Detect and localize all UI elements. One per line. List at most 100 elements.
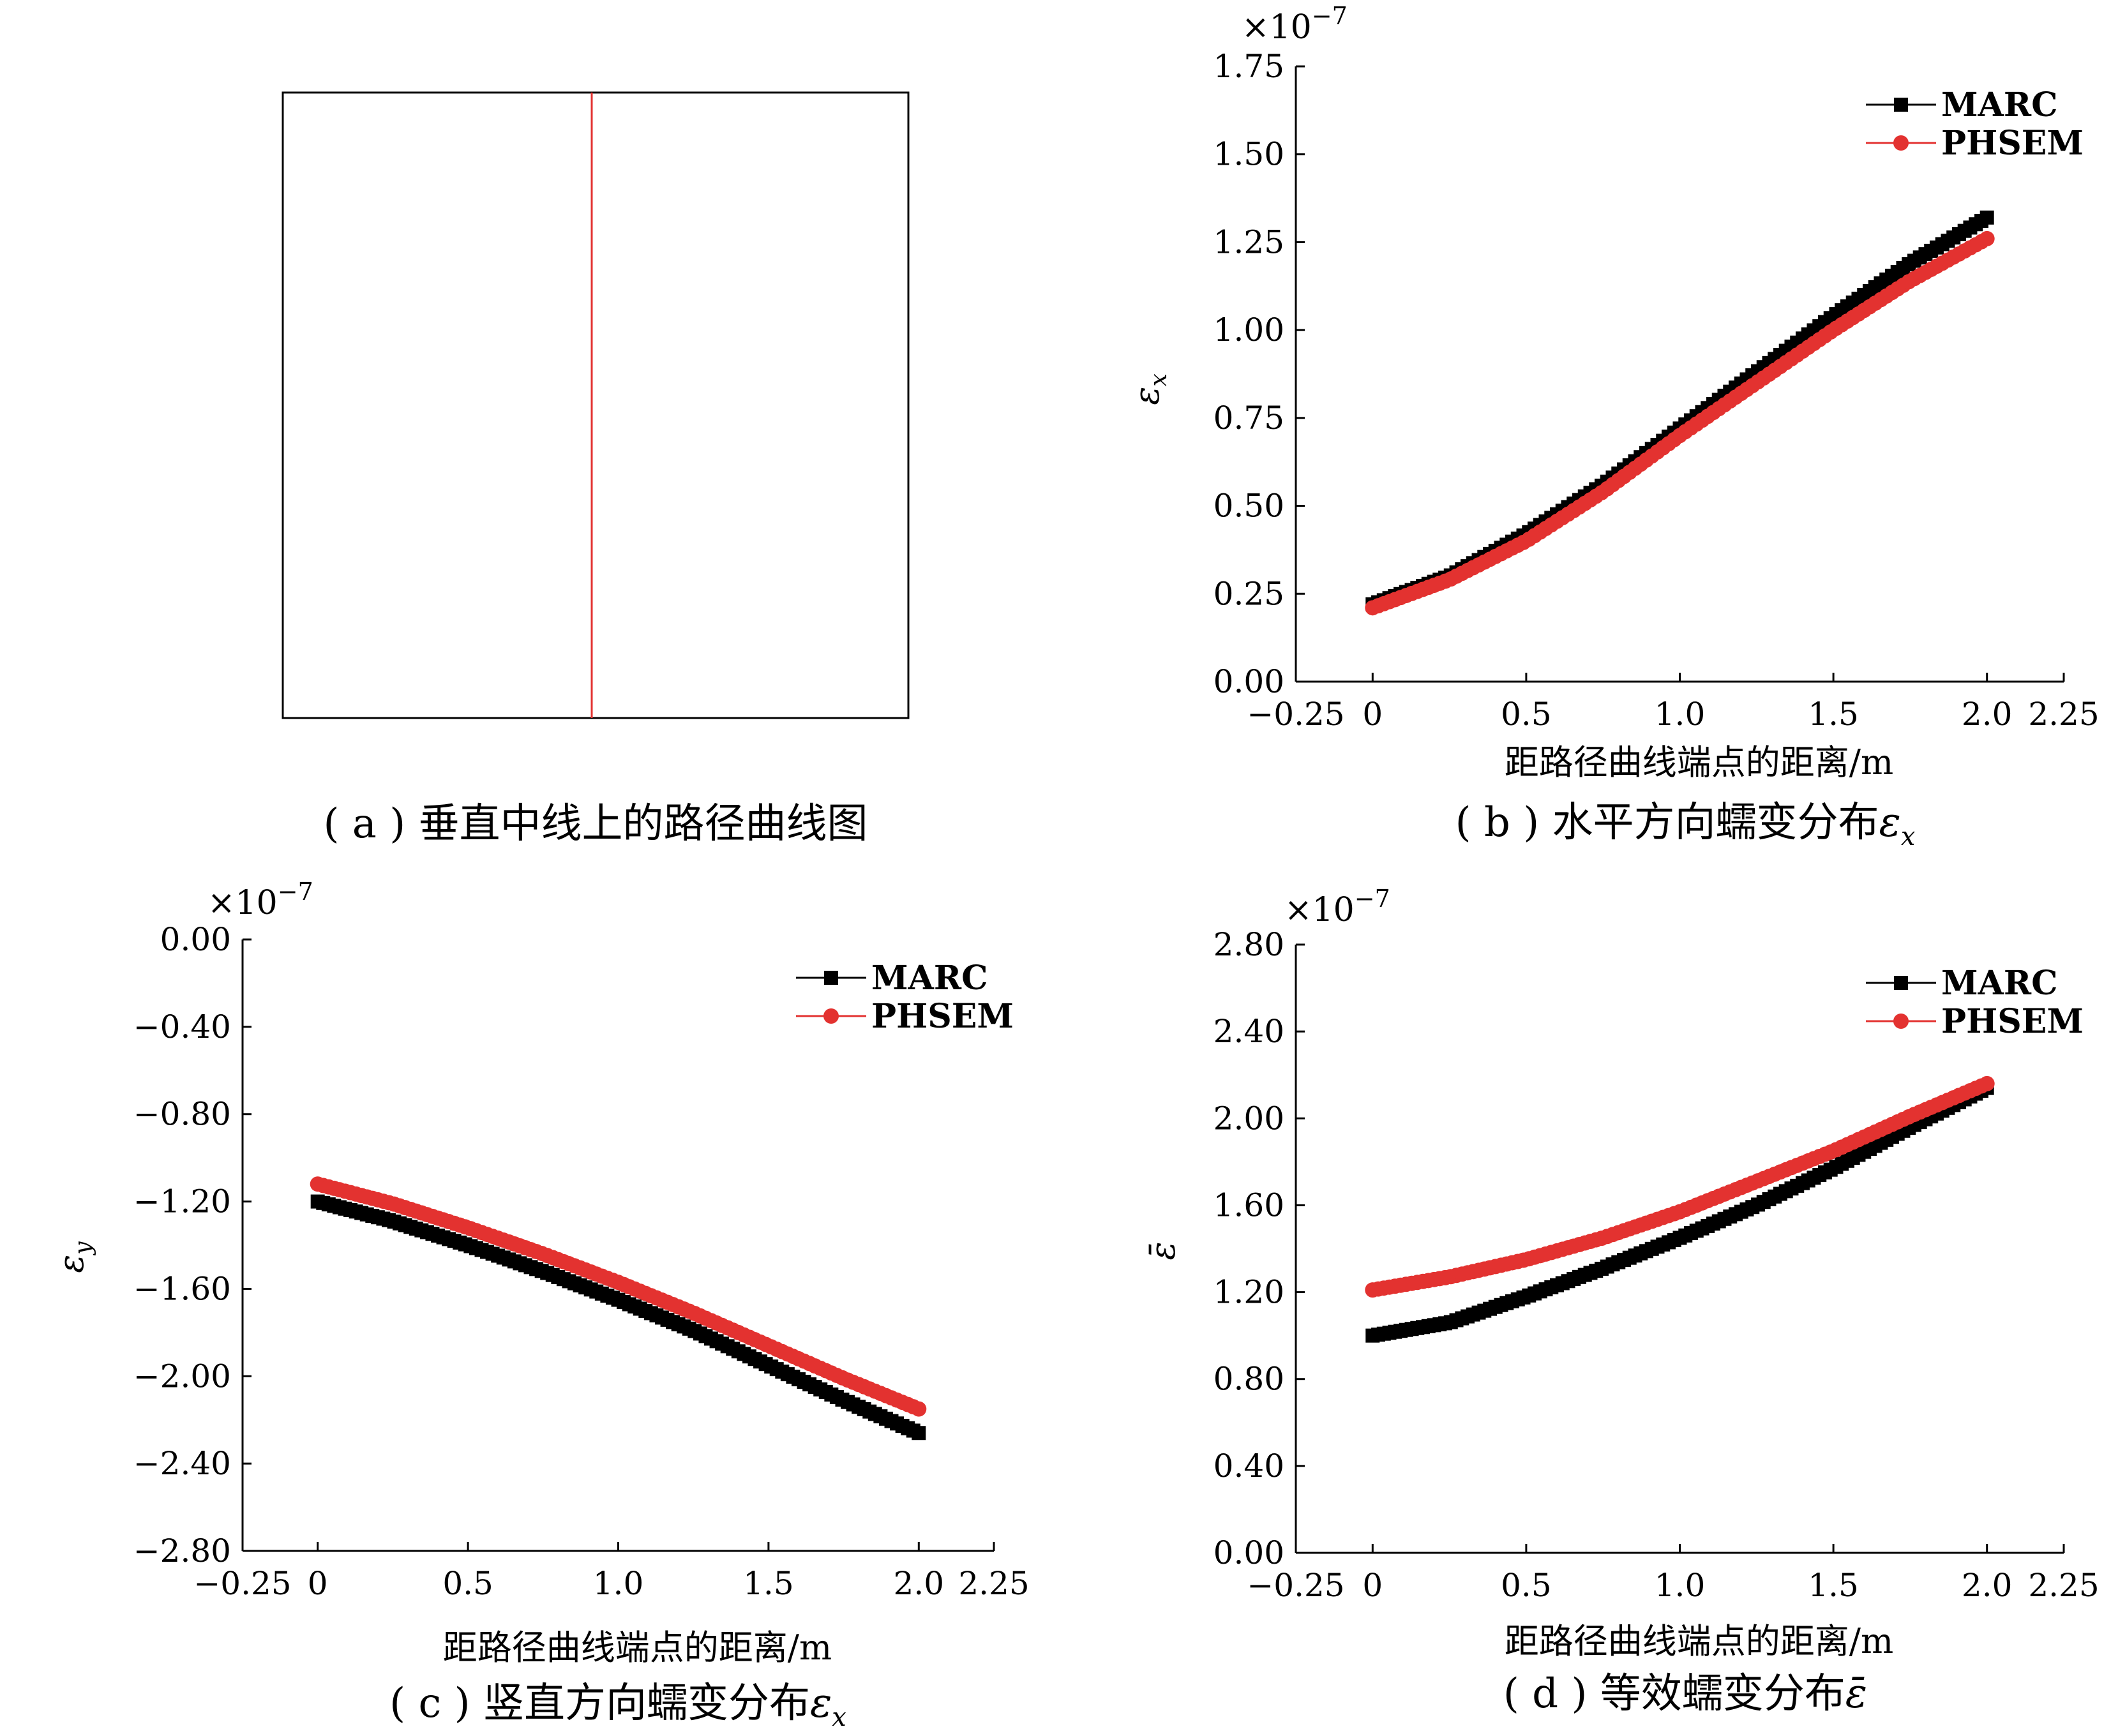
chart-d: 0.00 0.40 0.80 1.20 1.60 2.00 2.40 2.80 −0.25 0 0.… bbox=[1143, 885, 2100, 1717]
caption-subscript: x bbox=[1901, 822, 1916, 851]
chart-caption: ( d ) 等效蠕变分布ε̄ bbox=[1503, 1670, 1867, 1717]
x-tick-label: 0 bbox=[1362, 696, 1383, 733]
y-tick-label: 1.50 bbox=[1213, 136, 1284, 173]
y-tick-label: 0.80 bbox=[1213, 1361, 1284, 1398]
y-tick-label: 1.20 bbox=[1213, 1274, 1284, 1311]
y-axis-subscript: x bbox=[1146, 373, 1172, 386]
legend-label: PHSEM bbox=[1941, 1002, 2084, 1041]
axis-exponent: ×10−7 bbox=[1284, 885, 1390, 929]
y-tick-label: 2.00 bbox=[1213, 1100, 1284, 1137]
chart-b: 0.00 0.25 0.50 0.75 1.00 1.25 1.50 1.75 −0.25 0 0.… bbox=[1127, 2, 2100, 851]
series-phsem: PHSEM bbox=[1365, 1002, 2084, 1298]
y-tick-label: −2.40 bbox=[133, 1445, 231, 1482]
x-tick-label: 2.0 bbox=[1962, 696, 2013, 733]
marc-marker bbox=[912, 1426, 926, 1440]
y-tick-label: 0.00 bbox=[1213, 1534, 1284, 1571]
exponent-base: ×10 bbox=[207, 884, 278, 922]
x-tick-label: 0.5 bbox=[442, 1565, 493, 1602]
x-tick-label: 0 bbox=[308, 1565, 328, 1602]
y-tick-label: 2.80 bbox=[1213, 926, 1284, 963]
x-tick-label: 1.5 bbox=[743, 1565, 794, 1602]
legend-marker bbox=[1893, 1014, 1909, 1029]
x-tick-label: −0.25 bbox=[1247, 696, 1344, 733]
caption-text: ( c ) 竖直方向蠕变分布 bbox=[389, 1680, 810, 1727]
x-tick-label: 1.0 bbox=[593, 1565, 644, 1602]
phsem-marker bbox=[911, 1401, 927, 1417]
path-frame bbox=[282, 91, 910, 719]
x-tick-label: 1.0 bbox=[1655, 1567, 1706, 1604]
x-tick-label: 2.25 bbox=[958, 1565, 1029, 1602]
caption-symbol: ε̄ bbox=[1845, 1670, 1867, 1717]
y-tick-label: 1.25 bbox=[1213, 223, 1284, 260]
exponent-power: −7 bbox=[1355, 885, 1390, 913]
series-line bbox=[1372, 1082, 1988, 1291]
legend-marker bbox=[1893, 135, 1909, 151]
x-tick-label: 2.0 bbox=[894, 1565, 945, 1602]
y-tick-label: −1.20 bbox=[133, 1183, 231, 1220]
y-tick-label: 0.50 bbox=[1213, 488, 1284, 525]
y-tick-label: −2.80 bbox=[133, 1532, 231, 1569]
panel-a: ( a ) 垂直中线上的路径曲线图 bbox=[282, 91, 910, 848]
caption-symbol: ε bbox=[810, 1680, 832, 1727]
y-axis-subscript: y bbox=[70, 1241, 96, 1256]
phsem-marker bbox=[1979, 230, 1995, 246]
y-axis-label: ε̄ bbox=[1143, 1242, 1183, 1261]
x-tick-label: 1.5 bbox=[1808, 1567, 1859, 1604]
y-axis-symbol: ε bbox=[1127, 387, 1167, 405]
y-tick-label: 1.75 bbox=[1213, 48, 1284, 85]
caption-subscript: x bbox=[832, 1703, 846, 1732]
x-tick-label: 2.25 bbox=[2028, 696, 2099, 733]
x-tick-label: 2.0 bbox=[1962, 1567, 2013, 1604]
legend-label: PHSEM bbox=[1941, 124, 2084, 163]
legend-marker bbox=[824, 971, 838, 985]
x-tick-label: 0 bbox=[1362, 1567, 1383, 1604]
panel-a-caption: ( a ) 垂直中线上的路径曲线图 bbox=[323, 800, 868, 848]
x-tick-label: 0.5 bbox=[1501, 696, 1552, 733]
caption-text: ( d ) 等效蠕变分布 bbox=[1503, 1670, 1845, 1717]
exponent-power: −7 bbox=[278, 878, 313, 906]
series-phsem: PHSEM bbox=[1365, 124, 2084, 616]
x-axis-label: 距路径曲线端点的距离/m bbox=[1505, 1621, 1893, 1661]
legend-marker bbox=[1894, 98, 1908, 112]
y-tick-label: 0.00 bbox=[1213, 663, 1284, 700]
series-marc: MARC bbox=[1365, 86, 2058, 611]
chart-caption: ( b ) 水平方向蠕变分布εx bbox=[1455, 799, 1916, 851]
legend-label: MARC bbox=[1941, 86, 2058, 124]
exponent-power: −7 bbox=[1312, 2, 1348, 30]
series-marc: MARC bbox=[1365, 964, 2058, 1343]
y-tick-label: 1.60 bbox=[1213, 1186, 1284, 1223]
series-phsem: PHSEM bbox=[310, 997, 1014, 1417]
y-tick-label: 0.00 bbox=[160, 921, 231, 958]
y-tick-label: −0.80 bbox=[133, 1096, 231, 1133]
x-axis-label: 距路径曲线端点的距离/m bbox=[1505, 742, 1893, 782]
x-tick-label: 0.5 bbox=[1501, 1567, 1552, 1604]
exponent-base: ×10 bbox=[1284, 891, 1355, 929]
caption-text: ( b ) 水平方向蠕变分布 bbox=[1455, 799, 1879, 846]
y-tick-label: 0.75 bbox=[1213, 400, 1284, 437]
x-tick-label: −0.25 bbox=[193, 1565, 291, 1602]
x-tick-label: −0.25 bbox=[1247, 1567, 1344, 1604]
y-tick-label: 2.40 bbox=[1213, 1013, 1284, 1050]
legend-marker bbox=[823, 1008, 839, 1024]
y-tick-label: −1.60 bbox=[133, 1270, 231, 1307]
x-tick-label: 1.0 bbox=[1655, 696, 1706, 733]
phsem-marker bbox=[1979, 1075, 1995, 1091]
legend-marker bbox=[1894, 976, 1908, 990]
y-tick-label: −2.00 bbox=[133, 1358, 231, 1395]
exponent-base: ×10 bbox=[1242, 8, 1312, 47]
x-tick-label: 1.5 bbox=[1808, 696, 1859, 733]
axis-exponent: ×10−7 bbox=[207, 878, 313, 922]
legend-label: MARC bbox=[1941, 964, 2058, 1003]
y-tick-label: 0.25 bbox=[1213, 575, 1284, 612]
legend-label: PHSEM bbox=[871, 997, 1014, 1036]
x-tick-label: 2.25 bbox=[2028, 1567, 2099, 1604]
y-axis-symbol: ε bbox=[51, 1255, 91, 1273]
y-tick-label: −0.40 bbox=[133, 1008, 231, 1045]
x-axis-label: 距路径曲线端点的距离/m bbox=[443, 1627, 832, 1668]
caption-symbol: ε bbox=[1879, 799, 1901, 846]
y-axis-label: εy bbox=[51, 1241, 96, 1273]
y-tick-label: 1.00 bbox=[1213, 311, 1284, 348]
y-tick-label: 0.40 bbox=[1213, 1448, 1284, 1485]
chart-caption: ( c ) 竖直方向蠕变分布εx bbox=[389, 1680, 846, 1732]
